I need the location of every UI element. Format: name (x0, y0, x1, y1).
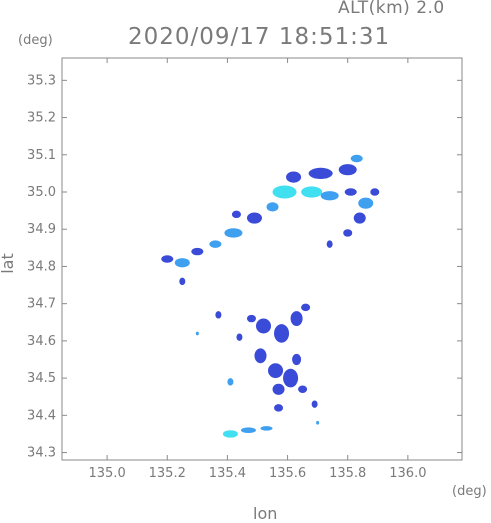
echo-cell-moderate (224, 228, 243, 238)
echo-cell-moderate (174, 258, 190, 268)
echo-cell-weak (343, 229, 353, 237)
x-axis-unit: (deg) (452, 484, 487, 499)
echo-cell-weak (353, 212, 366, 224)
echo-cell-moderate (240, 427, 256, 434)
y-tick-label: 35.0 (27, 185, 56, 200)
x-axis-label: lon (253, 504, 278, 523)
echo-cell-weak (338, 164, 357, 176)
echo-cell-weak (274, 324, 290, 343)
echo-cell-weak (370, 188, 380, 196)
y-tick-label: 34.6 (27, 334, 56, 349)
echo-cell-strong (301, 186, 323, 198)
echo-cell-weak (254, 348, 267, 364)
y-tick-label: 35.1 (27, 148, 56, 163)
echo-cell-weak (246, 314, 256, 323)
echo-cell-strong (272, 185, 297, 199)
y-tick-label: 34.7 (27, 297, 56, 312)
echo-cell-weak (161, 255, 174, 263)
altitude-label: ALT(km) 2.0 (338, 0, 445, 18)
echo-cell-weak (255, 318, 272, 334)
echo-cell-weak (292, 353, 302, 366)
echo-cell-strong (222, 430, 238, 438)
echo-cell-moderate (227, 378, 234, 386)
echo-cell-moderate (316, 420, 320, 425)
echo-cell-moderate (266, 202, 279, 212)
echo-cell-weak (298, 385, 308, 393)
y-tick-label: 35.3 (27, 73, 56, 88)
y-tick-label: 34.3 (27, 446, 56, 461)
x-tick-label: 135.8 (329, 466, 366, 481)
echo-cells (161, 154, 380, 438)
x-tick-label: 135.0 (89, 466, 126, 481)
echo-cell-moderate (260, 426, 273, 431)
echo-cell-weak (301, 303, 311, 312)
y-tick-label: 34.4 (27, 408, 56, 423)
echo-cell-weak (231, 210, 241, 219)
y-axis-unit: (deg) (18, 33, 53, 48)
echo-cell-weak (326, 240, 333, 248)
echo-cell-moderate (350, 154, 363, 163)
echo-cell-weak (311, 400, 318, 408)
axis-ticks: 135.0 135.2 135.4 135.6 135.8 136.0 34.3 34.4 34… (27, 58, 462, 481)
echo-cell-weak (283, 368, 299, 388)
echo-cell-weak (179, 277, 186, 286)
y-tick-label: 34.8 (27, 259, 56, 274)
echo-cell-moderate (358, 197, 374, 209)
echo-cell-weak (286, 171, 302, 183)
echo-cell-weak (290, 311, 303, 326)
echo-cell-moderate (320, 191, 339, 201)
echo-cell-weak (215, 311, 222, 319)
echo-cell-weak (246, 212, 262, 224)
echo-cell-moderate (195, 331, 199, 336)
y-tick-label: 35.2 (27, 111, 56, 126)
x-tick-label: 135.6 (269, 466, 306, 481)
echo-cell-weak (308, 167, 333, 179)
echo-cell-weak (268, 363, 284, 379)
echo-cell-weak (274, 404, 284, 412)
x-tick-label: 135.2 (149, 466, 186, 481)
echo-cell-moderate (209, 240, 222, 248)
echo-cell-weak (191, 247, 204, 256)
y-tick-label: 34.5 (27, 371, 56, 386)
plot-frame (61, 57, 463, 461)
echo-cell-weak (344, 188, 357, 196)
x-tick-label: 135.4 (209, 466, 246, 481)
y-tick-label: 34.9 (27, 222, 56, 237)
timestamp-title: 2020/09/17 18:51:31 (128, 24, 391, 50)
x-tick-label: 136.0 (389, 466, 426, 481)
echo-cell-weak (236, 333, 243, 341)
echo-cell-weak (272, 383, 285, 395)
